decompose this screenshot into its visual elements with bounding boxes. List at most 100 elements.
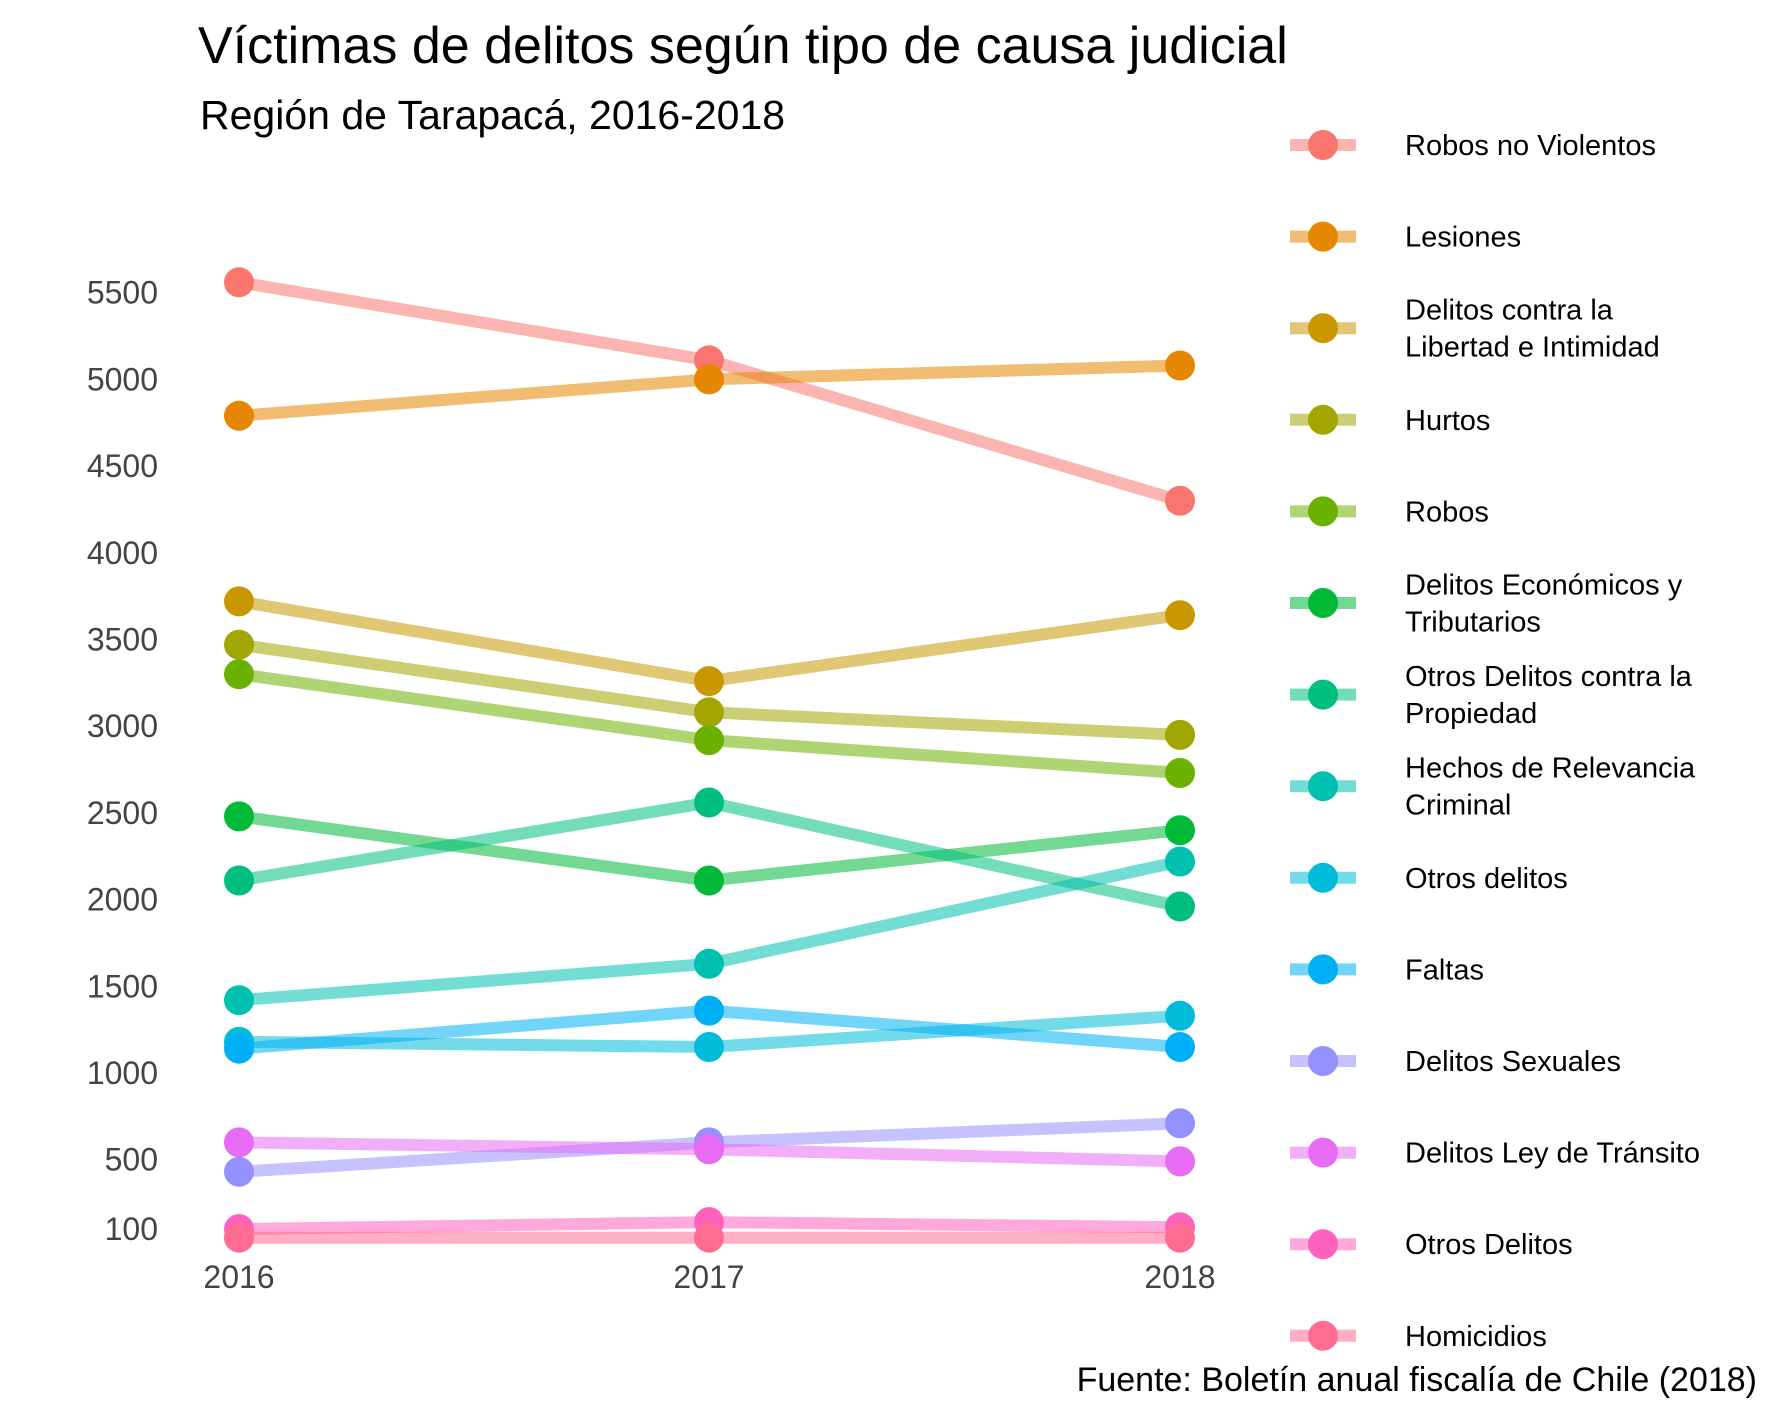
chart-title: Víctimas de delitos según tipo de causa … (198, 17, 1288, 75)
x-axis: 2016 2017 2018 (203, 1259, 1215, 1295)
data-point (694, 787, 724, 818)
legend-key-point (1308, 221, 1338, 252)
legend-item: Faltas (1290, 954, 1484, 986)
legend-item: Hechos de Relevancia Criminal (1290, 753, 1696, 822)
legend: Robos no Violentos Lesiones Delitos contra… (1290, 130, 1700, 1353)
data-point (694, 865, 724, 896)
legend-item: Lesiones (1290, 221, 1521, 254)
data-point (224, 659, 254, 690)
legend-key-point (1308, 1137, 1338, 1168)
y-tick-label: 4500 (87, 448, 158, 484)
legend-key-point (1308, 1320, 1338, 1351)
data-point (224, 400, 254, 431)
data-point (224, 801, 254, 832)
legend-item: Delitos contra la Libertad e Intimidad (1290, 295, 1660, 364)
data-point (224, 1222, 254, 1253)
y-tick-label: 5500 (87, 275, 158, 311)
legend-label: Delitos Económicos y Tributarios (1405, 570, 1683, 639)
data-point (1165, 1108, 1195, 1139)
series-points (224, 267, 1195, 1253)
legend-key-point (1308, 1046, 1338, 1076)
legend-label: Faltas (1405, 954, 1484, 986)
y-tick-label: 100 (105, 1211, 158, 1247)
data-point (224, 1127, 254, 1158)
legend-label: Delitos Sexuales (1405, 1046, 1621, 1078)
y-tick-label: 3500 (87, 622, 158, 658)
y-tick-label: 3000 (87, 708, 158, 744)
data-point (224, 865, 254, 896)
data-point (1165, 1222, 1195, 1253)
data-point (1165, 1146, 1195, 1177)
x-tick-label: 2017 (673, 1259, 744, 1295)
legend-item: Delitos Ley de Tránsito (1290, 1137, 1700, 1170)
legend-key-point (1308, 404, 1338, 435)
data-point (694, 364, 724, 395)
data-point (224, 629, 254, 660)
legend-label: Hurtos (1405, 405, 1490, 437)
legend-label: Robos (1405, 496, 1489, 528)
y-tick-label: 500 (105, 1142, 158, 1178)
data-point (1165, 1032, 1195, 1062)
legend-key-point (1308, 313, 1338, 344)
data-point (694, 948, 724, 979)
data-point (1165, 350, 1195, 381)
data-point (1165, 719, 1195, 750)
x-tick-label: 2016 (203, 1259, 274, 1295)
legend-item: Homicidios (1290, 1320, 1547, 1353)
data-point (1165, 485, 1195, 516)
legend-key-point (1308, 954, 1338, 985)
legend-label: Otros delitos (1405, 863, 1568, 895)
legend-key-point (1308, 771, 1338, 802)
legend-label: Lesiones (1405, 222, 1521, 254)
data-point (1165, 891, 1195, 922)
data-point (1165, 758, 1195, 788)
legend-item: Otros delitos (1290, 862, 1568, 895)
data-point (694, 1032, 724, 1062)
data-point (1165, 600, 1195, 631)
legend-label: Delitos Ley de Tránsito (1405, 1138, 1700, 1170)
data-point (694, 995, 724, 1026)
y-tick-label: 2000 (87, 882, 158, 918)
data-point (1165, 1000, 1195, 1031)
data-point (224, 1033, 254, 1064)
legend-item: Robos no Violentos (1290, 130, 1656, 162)
x-tick-label: 2018 (1144, 1259, 1215, 1295)
legend-label: Homicidios (1405, 1321, 1547, 1353)
data-point (694, 697, 724, 728)
data-point (224, 586, 254, 617)
data-point (1165, 846, 1195, 877)
legend-label: Otros Delitos contra la Propiedad (1405, 661, 1693, 730)
legend-label: Delitos contra la Libertad e Intimidad (1405, 295, 1660, 364)
y-axis: 100 500 1000 1500 2000 2500 3000 3500 4000 4500 50… (87, 275, 158, 1247)
legend-item: Otros Delitos contra la Propiedad (1290, 661, 1693, 730)
data-point (694, 666, 724, 697)
legend-item: Delitos Económicos y Tributarios (1290, 570, 1683, 639)
legend-key-point (1308, 496, 1338, 527)
legend-item: Hurtos (1290, 404, 1490, 437)
y-tick-label: 4000 (87, 535, 158, 571)
legend-key-point (1308, 862, 1338, 893)
data-point (224, 1156, 254, 1187)
chart-subtitle: Región de Tarapacá, 2016-2018 (200, 92, 786, 138)
data-point (694, 1134, 724, 1165)
data-point (1165, 815, 1195, 846)
legend-label: Otros Delitos (1405, 1229, 1573, 1261)
data-point (694, 1222, 724, 1253)
legend-item: Delitos Sexuales (1290, 1046, 1621, 1078)
legend-label: Hechos de Relevancia Criminal (1405, 753, 1696, 822)
series-lines (237, 276, 1182, 1244)
y-tick-label: 1500 (87, 968, 158, 1004)
legend-label: Robos no Violentos (1405, 130, 1656, 162)
data-point (224, 267, 254, 298)
data-point (694, 725, 724, 756)
legend-key-point (1308, 1229, 1338, 1260)
y-tick-label: 1000 (87, 1055, 158, 1091)
legend-item: Otros Delitos (1290, 1229, 1573, 1261)
data-point (224, 985, 254, 1016)
legend-item: Robos (1290, 496, 1489, 528)
legend-key-point (1308, 130, 1338, 160)
y-tick-label: 2500 (87, 795, 158, 831)
legend-key-point (1308, 679, 1338, 710)
chart-caption: Fuente: Boletín anual fiscalía de Chile … (1076, 1361, 1757, 1399)
